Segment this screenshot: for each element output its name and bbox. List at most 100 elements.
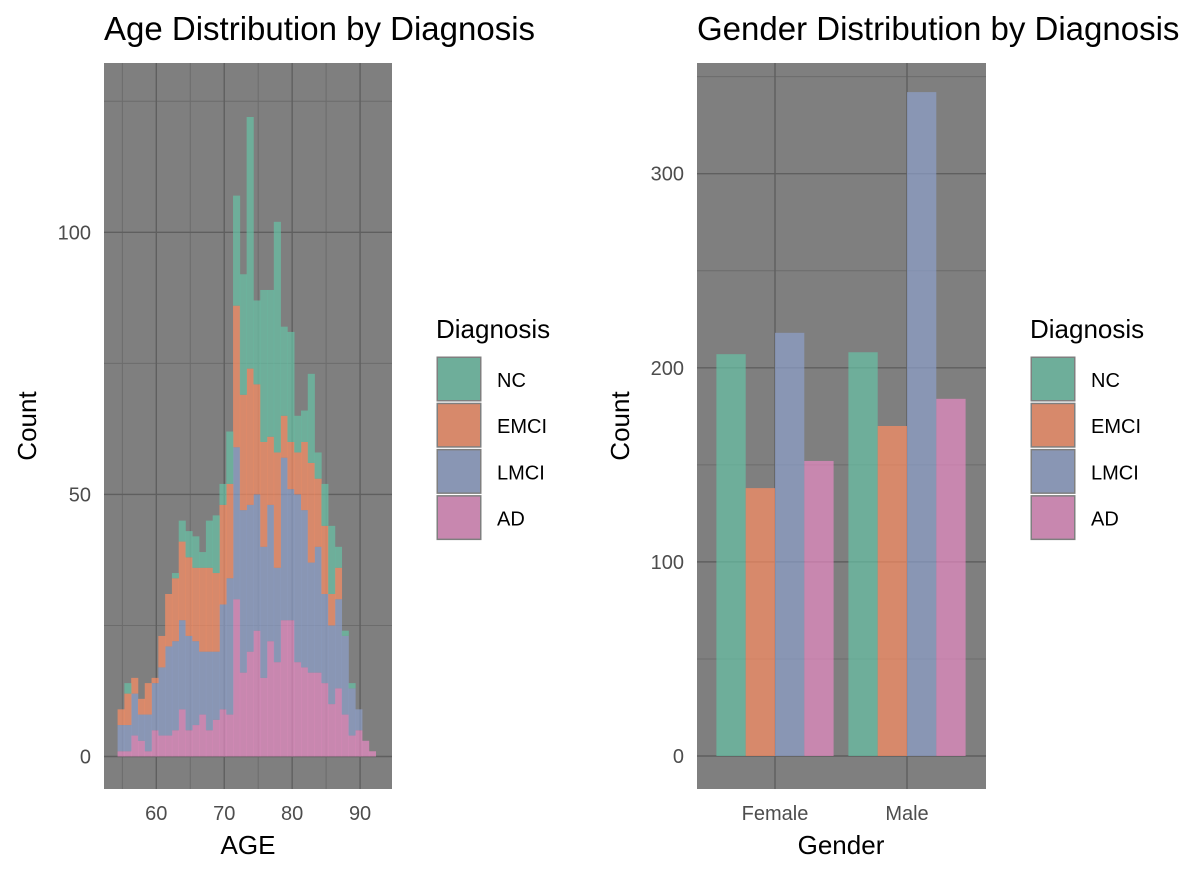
- age-bar-lmci: [158, 667, 166, 736]
- age-bar-nc: [300, 410, 309, 442]
- age-bar-emci: [212, 573, 220, 652]
- gender-bar-male-nc: [848, 352, 878, 756]
- age-bar-lmci: [314, 546, 322, 673]
- age-bar-emci: [219, 504, 227, 605]
- age-bar-nc: [192, 536, 200, 568]
- age-bar-ad: [144, 751, 152, 757]
- age-bar-nc: [124, 683, 132, 694]
- age-bar-lmci: [124, 725, 132, 752]
- age-bar-nc: [314, 452, 322, 479]
- age-bar-nc: [348, 683, 356, 689]
- age-bar-ad: [321, 683, 329, 757]
- age-bar-lmci: [219, 604, 227, 710]
- gender-y-tick-label: 0: [673, 746, 684, 768]
- age-histogram-bars: [117, 116, 376, 757]
- age-bar-nc: [294, 415, 302, 453]
- age-bar-emci: [131, 677, 139, 694]
- age-bar-lmci: [199, 651, 207, 715]
- age-bar-ad: [246, 651, 254, 757]
- age-bar-emci: [253, 384, 261, 495]
- age-bar-lmci: [253, 494, 261, 631]
- age-bar-emci: [307, 462, 315, 563]
- age-bar-emci: [334, 567, 343, 600]
- age-legend: Diagnosis NC EMCI LMCI AD: [436, 314, 550, 541]
- age-x-tick-labels: 60 70 80 90: [145, 803, 371, 825]
- age-bar-ad: [158, 735, 166, 757]
- gender-legend-label-nc: NC: [1091, 370, 1120, 392]
- age-bar-ad: [205, 730, 213, 757]
- age-bar-ad: [260, 677, 268, 757]
- age-legend-swatch-emci: [438, 404, 480, 447]
- age-bar-emci: [151, 677, 159, 684]
- gender-x-axis-label: Gender: [798, 830, 885, 860]
- age-bar-emci: [267, 436, 275, 505]
- age-bar-emci: [239, 394, 247, 511]
- gender-legend-swatch-emci: [1032, 404, 1074, 447]
- gender-bar-male-emci: [877, 426, 907, 756]
- gender-bar-male-lmci: [907, 92, 937, 756]
- age-bar-ad: [368, 751, 376, 757]
- gender-bar-female-lmci: [775, 332, 805, 756]
- age-bar-lmci: [348, 688, 356, 736]
- gender-y-axis-label: Count: [605, 391, 635, 461]
- age-bar-emci: [260, 441, 268, 547]
- age-bar-ad: [280, 620, 288, 757]
- gender-x-tick-label: Male: [885, 803, 928, 825]
- age-bar-ad: [178, 709, 186, 757]
- age-bar-nc: [328, 525, 336, 595]
- age-histogram-chart: Age Distribution by Diagnosis 60 70 80 90 0…: [12, 10, 550, 860]
- age-bar-ad: [117, 751, 125, 757]
- age-bar-nc: [171, 573, 180, 579]
- age-bar-lmci: [117, 725, 125, 752]
- gender-x-tick-label: Female: [742, 803, 809, 825]
- age-bar-emci: [165, 594, 173, 647]
- age-bar-nc: [185, 531, 193, 558]
- age-bar-lmci: [280, 457, 288, 621]
- age-bar-ad: [267, 641, 275, 757]
- age-bar-lmci: [178, 620, 186, 710]
- age-bar-emci: [287, 441, 295, 490]
- age-legend-label-nc: NC: [497, 370, 526, 392]
- age-bar-emci: [185, 557, 193, 636]
- age-bar-lmci: [321, 594, 329, 684]
- age-bar-lmci: [205, 651, 213, 731]
- age-bar-emci: [314, 478, 322, 547]
- age-x-tick-label: 80: [281, 803, 303, 825]
- gender-y-tick-label: 200: [651, 358, 684, 380]
- age-bar-nc: [178, 520, 186, 542]
- age-bar-ad: [300, 667, 309, 757]
- age-bar-nc: [287, 331, 295, 442]
- age-bar-emci: [178, 541, 186, 621]
- age-bar-lmci: [239, 510, 247, 673]
- age-y-axis-label: Count: [12, 391, 42, 461]
- age-bar-ad: [233, 599, 241, 757]
- gender-y-tick-labels: 0 100 200 300: [651, 164, 684, 768]
- age-bar-emci: [300, 441, 309, 511]
- gender-bar-female-ad: [804, 460, 834, 756]
- age-bar-ad: [165, 735, 173, 757]
- age-bar-ad: [341, 714, 349, 757]
- age-bar-ad: [171, 730, 180, 757]
- age-bar-emci: [280, 415, 288, 458]
- gender-legend-label-ad: AD: [1091, 509, 1119, 531]
- age-bar-emci: [233, 305, 241, 448]
- age-bar-ad: [151, 730, 159, 757]
- gender-chart-title: Gender Distribution by Diagnosis: [697, 10, 1179, 47]
- age-bar-nc: [273, 221, 281, 453]
- age-bar-nc: [239, 274, 247, 395]
- age-bar-lmci: [131, 693, 139, 736]
- age-bar-nc: [219, 483, 227, 505]
- gender-bars: [716, 92, 966, 756]
- age-bar-lmci: [287, 489, 295, 621]
- age-bar-ad: [253, 630, 261, 757]
- age-bar-lmci: [137, 714, 146, 741]
- age-x-tick-label: 60: [145, 803, 167, 825]
- age-bar-lmci: [226, 578, 234, 715]
- age-chart-title: Age Distribution by Diagnosis: [104, 10, 535, 47]
- age-bar-emci: [328, 594, 336, 626]
- age-bar-lmci: [294, 494, 302, 663]
- gender-legend: Diagnosis NC EMCI LMCI AD: [1030, 314, 1144, 541]
- age-bar-ad: [212, 719, 220, 757]
- gender-legend-title: Diagnosis: [1030, 314, 1144, 344]
